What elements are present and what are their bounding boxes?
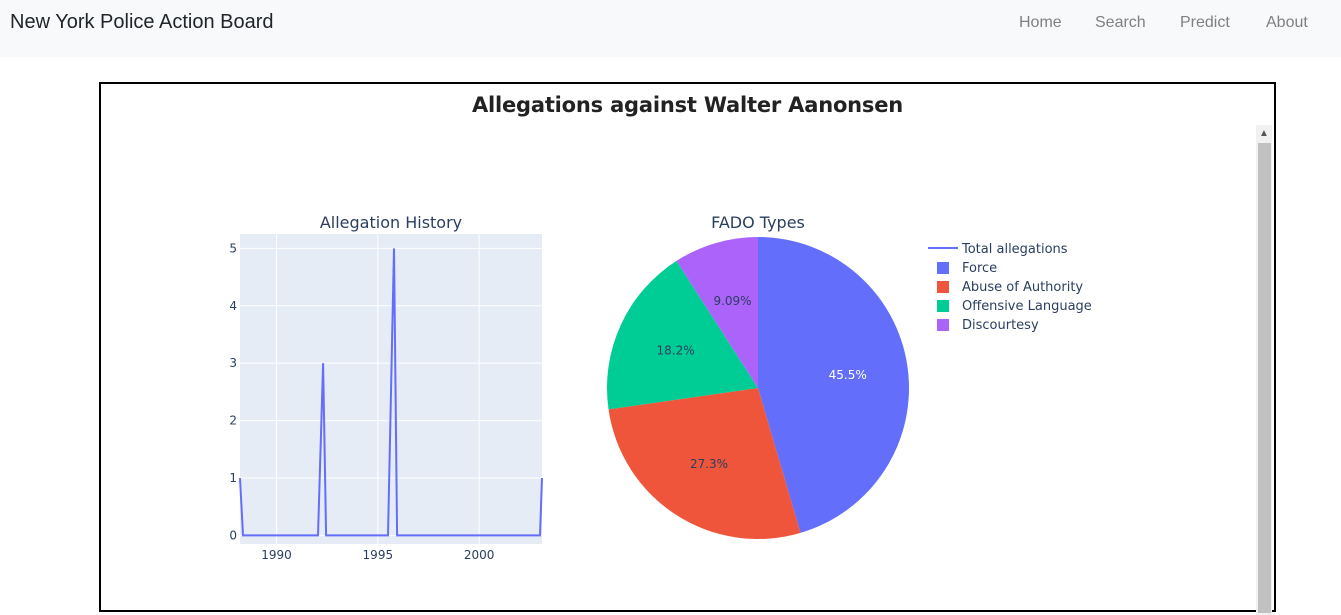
legend-item-offensive[interactable]: Offensive Language xyxy=(962,299,1092,314)
legend-item-total-allegations[interactable]: Total allegations xyxy=(961,242,1068,257)
nav-about-link[interactable]: About xyxy=(1266,14,1308,31)
allegations-panel: Allegations against Walter Aanonsen Alle… xyxy=(99,82,1276,615)
legend-swatch-abuse[interactable] xyxy=(937,281,949,293)
y-tick-label: 2 xyxy=(229,414,237,428)
x-tick-label: 1990 xyxy=(261,548,292,562)
y-tick-label: 1 xyxy=(229,471,237,485)
x-tick-label: 1995 xyxy=(363,548,394,562)
total-allegations-line xyxy=(239,248,543,537)
navbar: New York Police Action Board Home Search… xyxy=(0,0,1341,57)
scroll-thumb[interactable] xyxy=(1258,143,1271,613)
y-tick-label: 5 xyxy=(229,241,237,255)
line-chart-title: Allegation History xyxy=(320,213,462,232)
nav-links: Home Search Predict About xyxy=(0,13,1341,33)
allegation-history-chart: Allegation History 0 1 2 3 4 5 1990 1995 2000 xyxy=(229,213,543,562)
scrollbar[interactable]: ▲ xyxy=(1256,125,1272,615)
brand-title[interactable]: New York Police Action Board xyxy=(10,11,274,33)
panel-title: Allegations against Walter Aanonsen xyxy=(471,93,904,117)
x-tick-label: 2000 xyxy=(464,548,495,562)
nav-predict-link[interactable]: Predict xyxy=(1180,14,1230,31)
pie-chart-title: FADO Types xyxy=(711,213,805,232)
pie-slice-force-label: 45.5% xyxy=(829,368,867,382)
pie-slice-force[interactable] xyxy=(758,237,910,533)
pie-slice-abuse-of-authority[interactable] xyxy=(608,388,801,540)
fado-types-chart: FADO Types 45.5% 27.3% 18.2% 9.09% xyxy=(607,213,910,540)
legend-item-abuse[interactable]: Abuse of Authority xyxy=(962,280,1083,295)
y-tick-label: 3 xyxy=(229,356,237,370)
pie-slice-offensive-language[interactable] xyxy=(607,260,758,410)
pie-slice-discourtesy-label: 9.09% xyxy=(713,294,751,308)
legend-swatch-force[interactable] xyxy=(937,262,949,274)
y-tick-label: 0 xyxy=(229,528,237,542)
legend-swatch-offensive[interactable] xyxy=(937,300,949,312)
charts-figure: Allegation History 0 1 2 3 4 5 1990 1995 2000 F… xyxy=(229,213,1092,562)
scroll-up-arrow-icon[interactable]: ▲ xyxy=(1259,128,1269,139)
chart-legend: Total allegations Force Abuse of Authori… xyxy=(928,242,1092,333)
pie-slice-discourtesy[interactable] xyxy=(676,237,758,388)
legend-item-force[interactable]: Force xyxy=(962,261,997,276)
y-tick-label: 4 xyxy=(229,299,237,313)
legend-swatch-discourtesy[interactable] xyxy=(937,319,949,331)
legend-item-discourtesy[interactable]: Discourtesy xyxy=(962,318,1039,333)
pie-slice-offensive-language-label: 18.2% xyxy=(657,343,695,357)
pie-slice-abuse-of-authority-label: 27.3% xyxy=(690,457,728,471)
nav-home-link[interactable]: Home xyxy=(1019,14,1062,31)
nav-search-link[interactable]: Search xyxy=(1095,14,1146,31)
